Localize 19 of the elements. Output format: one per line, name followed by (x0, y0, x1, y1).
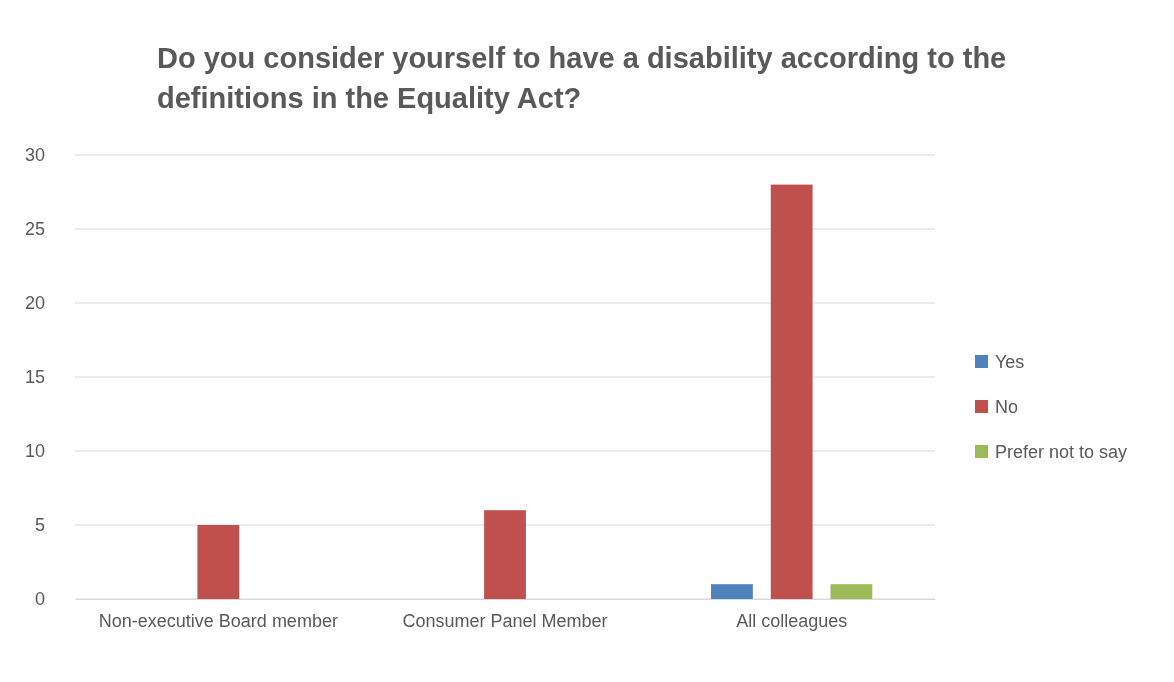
y-tick-label: 10 (24, 441, 45, 462)
y-tick-label: 5 (34, 515, 45, 536)
legend-label: Prefer not to say (995, 442, 1128, 462)
y-tick-label: 15 (24, 367, 45, 388)
bar (711, 584, 753, 599)
bar (830, 584, 873, 599)
legend-label: Yes (995, 352, 1025, 372)
x-tick-label: Consumer Panel Member (402, 611, 608, 631)
x-tick-label: Non-executive Board member (98, 611, 338, 631)
y-tick-label: 25 (24, 219, 45, 240)
bar (197, 525, 240, 599)
y-tick-label: 0 (34, 589, 45, 610)
chart-title: Do you consider yourself to have a disability according to the definitions in the Equality Act? (157, 42, 1007, 114)
y-tick-label: 20 (24, 293, 45, 314)
bar (484, 510, 526, 599)
y-tick-label: 30 (24, 145, 45, 166)
x-tick-label: All colleagues (736, 611, 848, 631)
bar (770, 184, 813, 599)
legend-label: No (995, 397, 1019, 417)
